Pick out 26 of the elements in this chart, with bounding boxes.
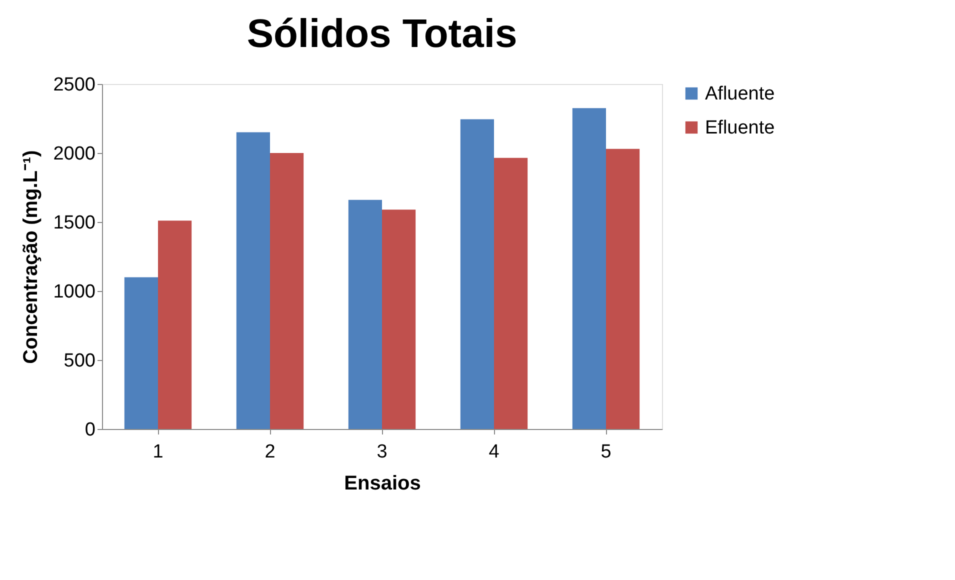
x-tick-label: 3 bbox=[376, 442, 388, 462]
legend-label: Efluente bbox=[705, 118, 775, 138]
bar bbox=[236, 132, 270, 429]
chart-title: Sólidos Totais bbox=[246, 12, 518, 56]
y-tick-label: 1500 bbox=[53, 212, 96, 234]
bar bbox=[606, 148, 640, 429]
x-axis-title: Ensaios bbox=[344, 472, 421, 494]
legend-label: Afluente bbox=[705, 84, 775, 104]
bar bbox=[348, 200, 382, 429]
y-tick-label: 0 bbox=[84, 420, 96, 440]
y-tick-label: 500 bbox=[64, 350, 96, 372]
y-axis-title: Concentração (mg.L⁻¹) bbox=[20, 150, 42, 364]
y-tick-label: 2500 bbox=[53, 74, 96, 96]
x-tick-label: 5 bbox=[600, 442, 612, 462]
bar bbox=[158, 220, 192, 429]
bar bbox=[572, 108, 606, 429]
bar bbox=[124, 277, 158, 429]
bar bbox=[270, 153, 304, 429]
y-tick-label: 1000 bbox=[53, 282, 96, 302]
bar bbox=[494, 158, 528, 429]
x-tick-label: 4 bbox=[488, 442, 500, 462]
y-tick-label: 2000 bbox=[53, 144, 96, 164]
bar bbox=[382, 210, 416, 429]
bar bbox=[460, 119, 494, 429]
x-tick-label: 1 bbox=[152, 442, 164, 462]
x-tick-label: 2 bbox=[264, 442, 276, 462]
